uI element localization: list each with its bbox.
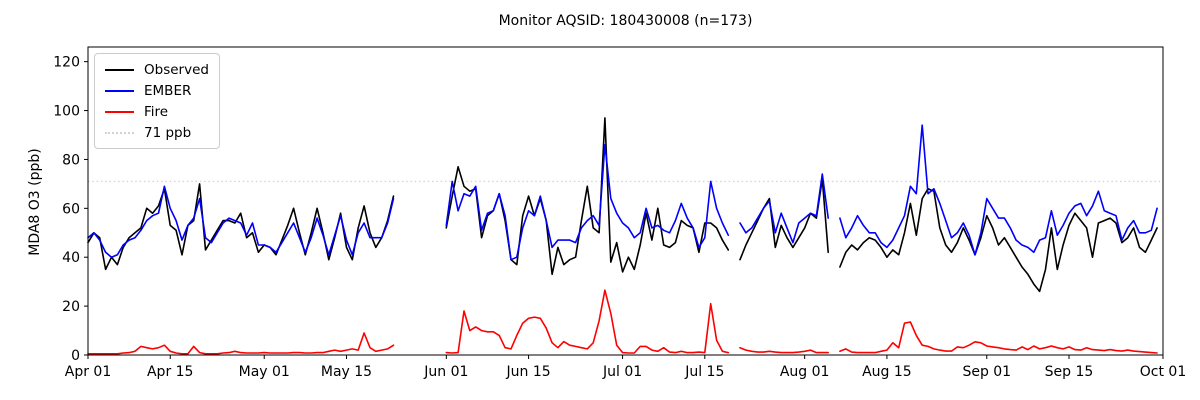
x-tick-label: Apr 01 [65, 364, 111, 380]
x-tick-label: Jun 01 [423, 364, 468, 380]
legend-swatch-observed [105, 68, 134, 71]
y-tick-label: 120 [53, 55, 80, 71]
series-line-fire [445, 289, 730, 354]
legend-swatch-fire [105, 110, 134, 113]
x-tick-label: Jul 15 [684, 364, 724, 380]
series-line-observed [839, 188, 1158, 293]
y-tick-label: 100 [53, 104, 80, 120]
series-line-observed [87, 183, 395, 271]
legend-swatch-71-ppb [105, 131, 134, 134]
legend-label: Observed [144, 61, 209, 78]
series-line-observed [739, 178, 830, 261]
series-line-ember [739, 173, 830, 244]
x-tick-label: Jul 01 [602, 364, 642, 380]
legend-label: 71 ppb [144, 124, 192, 141]
x-tick-label: Oct 01 [1140, 364, 1186, 380]
y-tick-label: 80 [62, 152, 80, 168]
y-tick-label: 40 [62, 250, 80, 266]
series-line-fire [839, 321, 1158, 354]
legend-item-71-ppb: 71 ppb [105, 124, 209, 141]
legend-label: Fire [144, 103, 169, 120]
y-tick-label: 20 [62, 299, 80, 315]
legend-item-observed: Observed [105, 61, 209, 78]
x-tick-label: Jun 15 [506, 364, 551, 380]
legend-item-ember: EMBER [105, 82, 209, 99]
x-tick-label: Aug 01 [780, 364, 830, 380]
chart-title: Monitor AQSID: 180430008 (n=173) [498, 13, 753, 29]
x-tick-label: Aug 15 [862, 364, 912, 380]
series-line-ember [445, 144, 730, 261]
x-tick-label: Sep 15 [1045, 364, 1094, 380]
series-line-fire [87, 332, 395, 355]
x-tick-label: Apr 15 [147, 364, 193, 380]
y-tick-label: 60 [62, 201, 80, 217]
legend-swatch-ember [105, 89, 134, 92]
y-tick-label: 0 [71, 348, 80, 364]
x-tick-label: May 15 [321, 364, 372, 380]
x-tick-label: May 01 [239, 364, 290, 380]
series-line-ember [839, 124, 1158, 256]
series-line-ember [87, 185, 395, 259]
series-line-observed [445, 117, 730, 276]
axes-border [87, 46, 1164, 356]
x-tick-label: Sep 01 [962, 364, 1011, 380]
legend-item-fire: Fire [105, 103, 209, 120]
legend: Observed EMBER Fire 71 ppb [94, 53, 220, 149]
series-line-fire [739, 346, 830, 354]
legend-label: EMBER [144, 82, 192, 99]
